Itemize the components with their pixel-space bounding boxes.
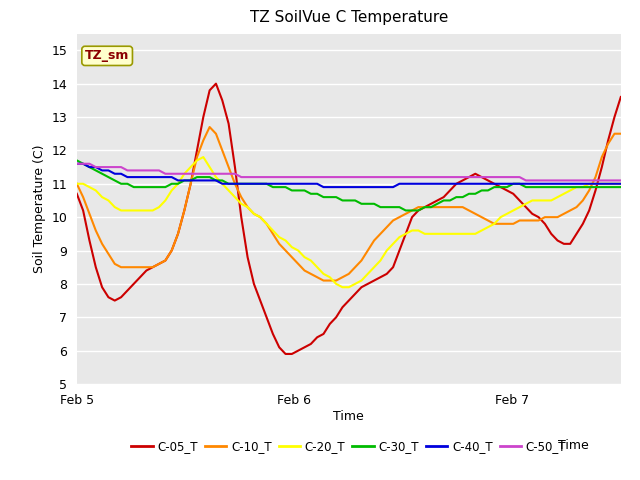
Y-axis label: Soil Temperature (C): Soil Temperature (C) bbox=[33, 144, 45, 273]
X-axis label: Time: Time bbox=[333, 409, 364, 422]
Legend: C-05_T, C-10_T, C-20_T, C-30_T, C-40_T, C-50_T: C-05_T, C-10_T, C-20_T, C-30_T, C-40_T, … bbox=[127, 435, 571, 458]
Title: TZ SoilVue C Temperature: TZ SoilVue C Temperature bbox=[250, 11, 448, 25]
Text: TZ_sm: TZ_sm bbox=[85, 49, 129, 62]
Text: Time: Time bbox=[558, 439, 589, 452]
